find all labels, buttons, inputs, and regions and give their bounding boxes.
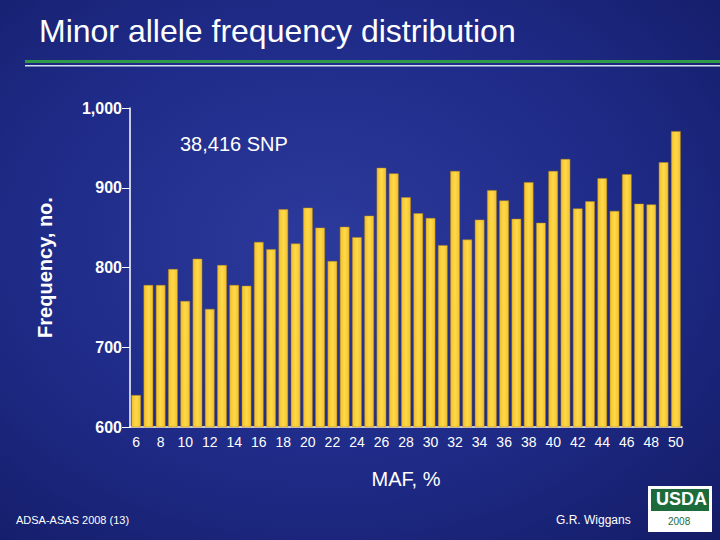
svg-text:2008: 2008 [668,516,691,527]
svg-text:20: 20 [300,434,316,450]
svg-text:800: 800 [95,259,122,276]
svg-text:44: 44 [594,434,610,450]
svg-text:18: 18 [276,434,292,450]
svg-text:900: 900 [95,179,122,196]
svg-text:28: 28 [398,434,414,450]
svg-text:34: 34 [472,434,488,450]
svg-text:32: 32 [447,434,463,450]
svg-text:10: 10 [177,434,193,450]
svg-text:30: 30 [423,434,439,450]
svg-text:12: 12 [202,434,218,450]
svg-text:40: 40 [545,434,561,450]
svg-text:6: 6 [132,434,140,450]
svg-text:24: 24 [349,434,365,450]
svg-text:Frequency, no.: Frequency, no. [34,197,56,338]
svg-text:50: 50 [668,434,684,450]
svg-text:USDA: USDA [656,489,707,509]
svg-text:22: 22 [325,434,341,450]
svg-text:48: 48 [644,434,660,450]
svg-text:16: 16 [251,434,267,450]
svg-text:42: 42 [570,434,586,450]
svg-text:36: 36 [496,434,512,450]
svg-text:26: 26 [374,434,390,450]
svg-text:46: 46 [619,434,635,450]
svg-text:ADSA-ASAS 2008 (13): ADSA-ASAS 2008 (13) [16,514,129,526]
svg-text:600: 600 [95,419,122,436]
svg-text:MAF, %: MAF, % [372,468,441,490]
svg-text:1,000: 1,000 [82,100,122,117]
svg-text:G.R. Wiggans: G.R. Wiggans [556,513,631,527]
svg-text:38,416 SNP: 38,416 SNP [180,133,288,155]
svg-text:700: 700 [95,339,122,356]
svg-text:14: 14 [226,434,242,450]
svg-text:8: 8 [157,434,165,450]
svg-text:Minor allele frequency distrib: Minor allele frequency distribution [39,13,516,49]
svg-text:38: 38 [521,434,537,450]
